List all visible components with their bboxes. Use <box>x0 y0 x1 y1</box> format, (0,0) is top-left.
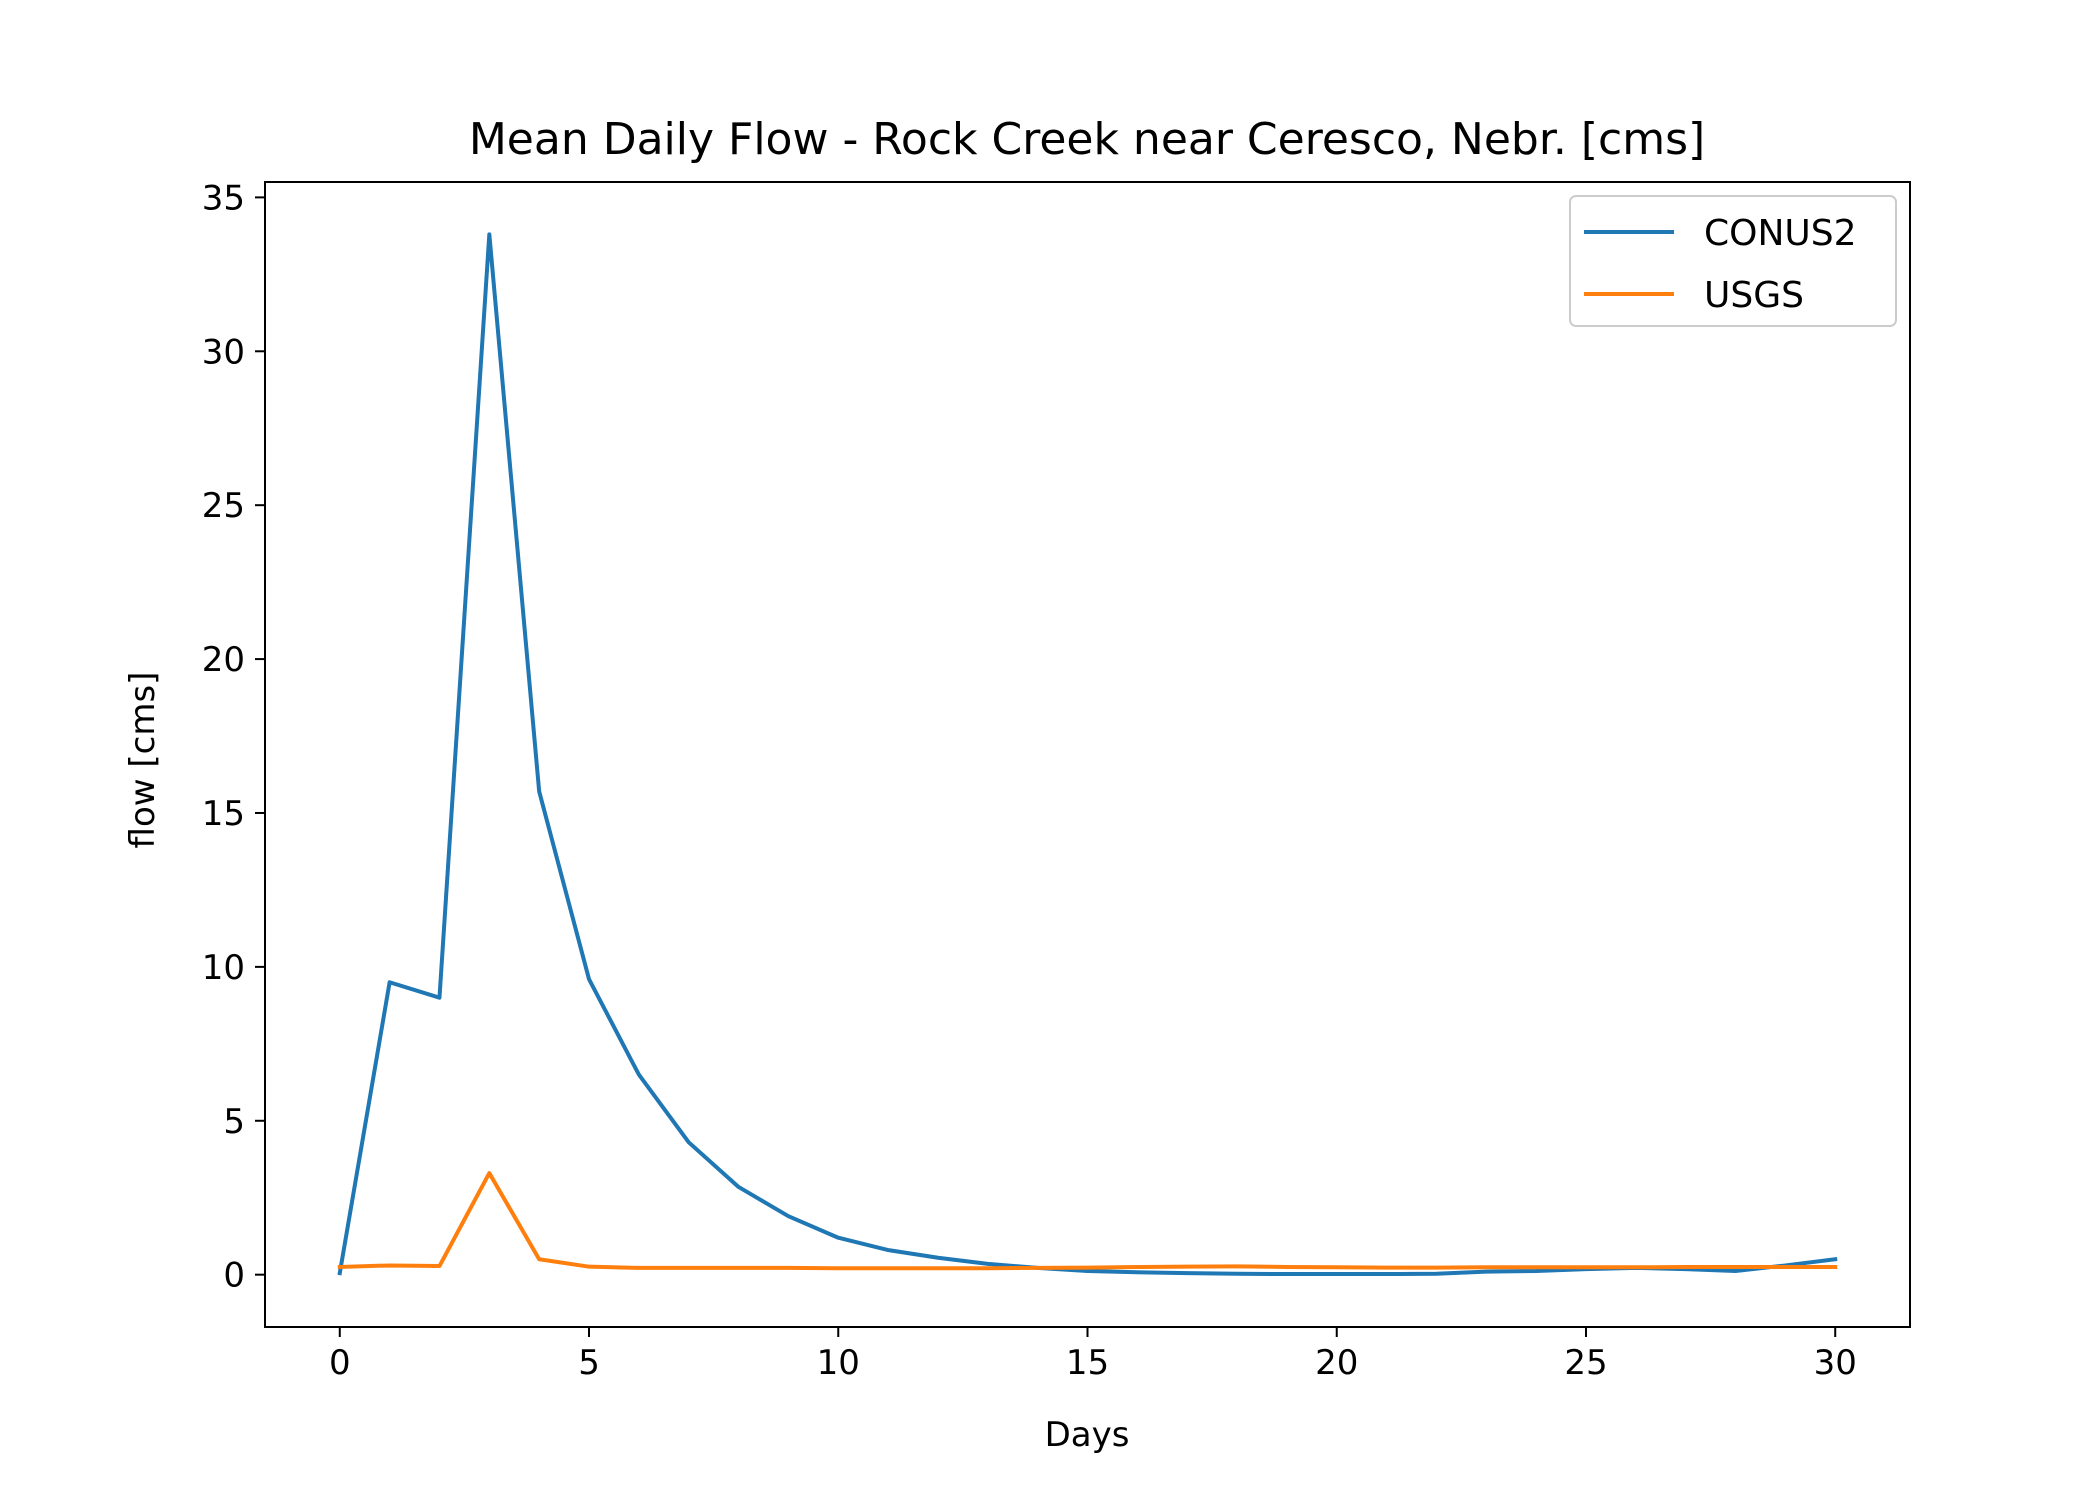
series-line-usgs <box>337 1171 1838 1271</box>
legend-label-usgs: USGS <box>1704 275 1804 316</box>
ticks-layer: 0 5 10 15 20 25 30 0 5 10 15 20 25 30 35 <box>202 178 1857 1383</box>
series-line-conus2 <box>337 232 1838 1277</box>
y-tick-label: 30 <box>202 332 245 372</box>
x-tick-label: 5 <box>578 1343 600 1383</box>
y-tick-label: 10 <box>202 948 245 988</box>
y-tick-label: 5 <box>223 1102 245 1142</box>
x-tick-label: 0 <box>329 1343 351 1383</box>
y-tick-label: 15 <box>202 794 245 834</box>
y-tick-label: 35 <box>202 178 245 218</box>
x-tick-label: 20 <box>1315 1343 1358 1383</box>
x-tick-label: 15 <box>1066 1343 1109 1383</box>
x-tick-label: 25 <box>1564 1343 1607 1383</box>
chart-title: Mean Daily Flow - Rock Creek near Ceresc… <box>469 114 1705 165</box>
y-tick-label: 25 <box>202 486 245 526</box>
plot-frame <box>264 181 1911 1328</box>
y-axis-label: flow [cms] <box>123 672 163 849</box>
x-tick-label: 30 <box>1814 1343 1857 1383</box>
x-tick-label: 10 <box>817 1343 860 1383</box>
x-axis-label: Days <box>1045 1415 1130 1455</box>
y-tick-label: 20 <box>202 640 245 680</box>
legend-label-conus2: CONUS2 <box>1704 213 1857 254</box>
series-layer <box>337 232 1838 1277</box>
y-tick-label: 0 <box>223 1256 245 1296</box>
legend: CONUS2 USGS <box>1569 195 1897 327</box>
